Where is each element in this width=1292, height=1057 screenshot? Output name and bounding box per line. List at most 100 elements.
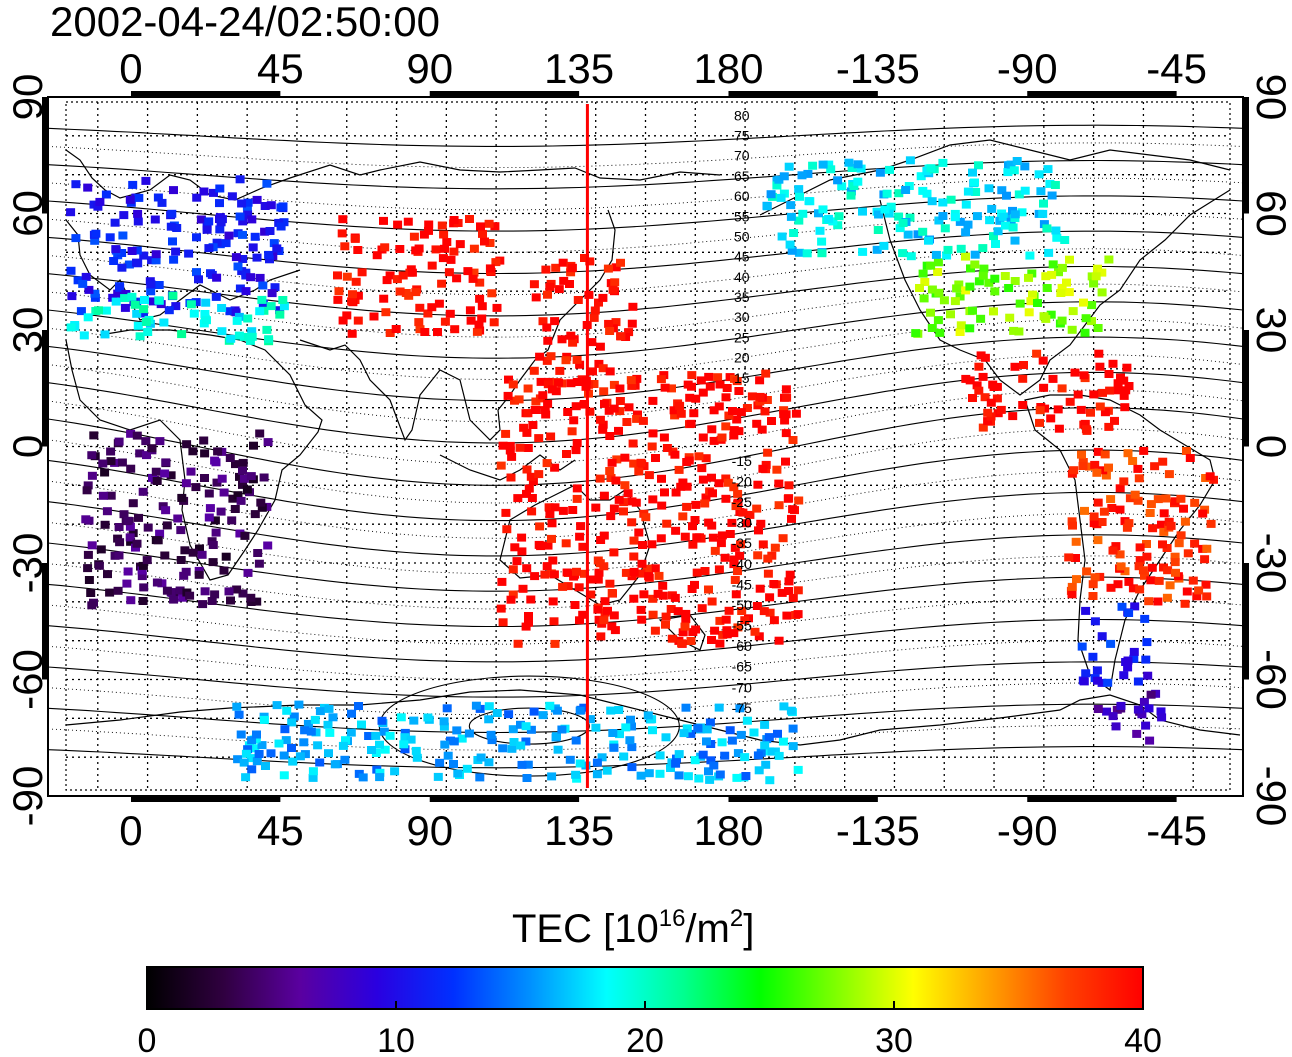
tec-point — [562, 450, 571, 458]
tec-point — [207, 597, 217, 605]
tec-point — [449, 737, 459, 746]
tec-point — [614, 706, 624, 714]
tec-point — [648, 610, 658, 619]
tec-point — [737, 607, 747, 615]
tec-point — [262, 325, 272, 334]
tec-point — [364, 732, 374, 740]
contour-label: -50 — [732, 597, 752, 613]
tec-point — [341, 736, 350, 745]
tec-point — [1041, 272, 1051, 281]
tec-point — [933, 258, 943, 267]
tec-point — [125, 522, 135, 531]
tec-point — [96, 545, 106, 554]
tec-point — [1133, 496, 1143, 505]
tec-point — [1120, 567, 1130, 576]
tec-point — [627, 763, 637, 772]
tec-point — [89, 431, 99, 440]
tec-point — [138, 597, 148, 605]
tec-point — [918, 186, 928, 195]
y-tick-label-left: -90 — [4, 766, 51, 827]
tec-point — [393, 220, 403, 229]
tec-point — [714, 703, 724, 712]
tec-point — [879, 241, 889, 250]
tec-point — [728, 407, 737, 415]
tec-point — [192, 193, 202, 202]
tec-point — [1008, 223, 1018, 232]
tec-point — [1090, 617, 1100, 626]
tec-point — [1146, 576, 1156, 585]
tec-point — [259, 473, 269, 482]
tec-point — [115, 283, 125, 292]
tec-point — [86, 589, 96, 597]
tec-point — [252, 195, 262, 204]
tec-point — [420, 328, 430, 336]
tec-point — [137, 566, 147, 575]
tec-point — [219, 566, 229, 575]
tec-point — [100, 330, 110, 339]
tec-point — [757, 425, 767, 434]
tec-point — [622, 418, 632, 426]
tec-point — [1143, 671, 1153, 680]
tec-point — [66, 323, 76, 332]
tec-point — [628, 302, 638, 311]
tec-point — [530, 572, 540, 581]
tec-point — [87, 601, 97, 610]
tec-point — [237, 199, 247, 208]
tec-point — [927, 197, 937, 206]
tec-point — [523, 760, 533, 769]
tec-point — [629, 552, 639, 561]
tec-point — [690, 516, 700, 524]
tec-point — [189, 309, 199, 318]
axis-labels: 0045459090135135180180-135-135-90-90-45-… — [4, 45, 1292, 854]
tec-point — [680, 622, 690, 631]
tec-point — [998, 212, 1008, 221]
tec-point — [629, 594, 639, 603]
contour-label: -25 — [732, 494, 752, 510]
tec-point — [439, 717, 449, 726]
tec-point — [1051, 226, 1061, 235]
tec-point — [1125, 494, 1135, 503]
tec-point — [233, 262, 243, 271]
tec-point — [619, 507, 628, 516]
tec-point — [1122, 523, 1132, 532]
tec-point — [763, 554, 773, 563]
tec-point — [558, 258, 568, 267]
tec-point — [315, 707, 325, 716]
tec-point — [544, 503, 554, 512]
tec-point — [784, 481, 794, 490]
tec-point — [572, 494, 582, 503]
tec-point — [545, 701, 555, 710]
tec-point — [1100, 450, 1110, 459]
tec-point — [731, 590, 741, 599]
tec-point — [1005, 313, 1015, 322]
tec-point — [779, 702, 789, 711]
tec-point — [674, 771, 684, 780]
tec-point — [423, 713, 433, 722]
tec-point — [610, 626, 620, 635]
tec-point — [588, 367, 597, 376]
tec-point — [102, 507, 112, 516]
tec-point — [656, 375, 666, 384]
tec-point — [767, 747, 777, 756]
tec-point — [669, 406, 679, 415]
tec-point — [186, 300, 196, 309]
tec-point — [232, 702, 242, 711]
tec-point — [87, 471, 97, 480]
tec-point — [740, 753, 750, 762]
tec-point — [241, 271, 251, 280]
tec-point — [974, 386, 984, 395]
tec-point — [603, 606, 612, 615]
tec-point — [433, 772, 443, 781]
tec-point — [211, 528, 221, 537]
tec-point — [698, 750, 708, 759]
tec-point — [781, 429, 791, 438]
axis-bar-top — [728, 91, 878, 97]
tec-point — [1190, 498, 1200, 507]
tec-point — [684, 456, 694, 465]
tec-point — [1171, 568, 1180, 577]
tec-point — [1038, 209, 1048, 218]
tec-point — [484, 715, 494, 724]
tec-point — [246, 472, 256, 481]
tec-point — [1077, 642, 1087, 651]
tec-point — [1042, 284, 1052, 292]
